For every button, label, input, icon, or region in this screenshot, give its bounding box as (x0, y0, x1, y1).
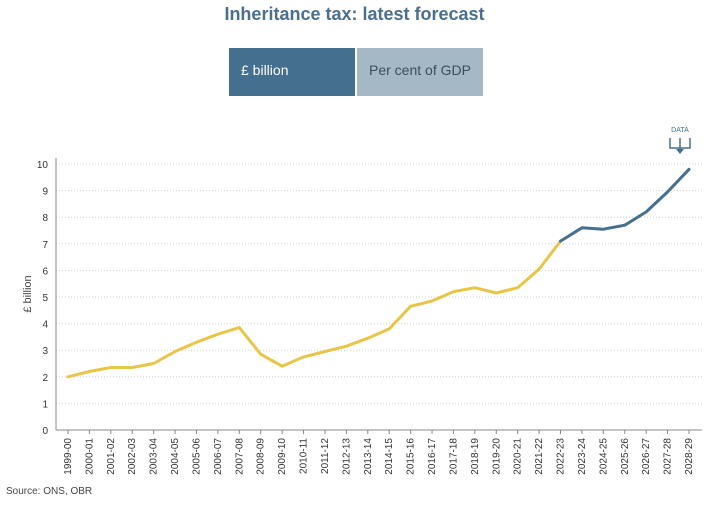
tab-billion[interactable]: £ billion (229, 48, 355, 96)
x-tick-label: 2008-09 (256, 438, 267, 475)
x-tick-labels: 1999-00 2000-01 2001-02 2002-03 2003-04 2004-… (63, 430, 695, 475)
x-tick-label: 2027-28 (663, 438, 674, 475)
y-tick-labels: 0 1 2 3 4 5 6 7 8 9 10 (37, 160, 49, 437)
x-tick-label: 2013-14 (363, 438, 374, 475)
y-tick-label: 8 (42, 213, 48, 224)
x-tick-label: 2003-04 (149, 438, 160, 475)
series-lines (66, 167, 691, 379)
x-tick-label: 2004-05 (170, 438, 181, 475)
y-tick-label: 1 (42, 399, 48, 410)
x-tick-label: 2011-12 (320, 438, 331, 474)
y-tick-label: 4 (42, 320, 48, 331)
x-tick-label: 2007-08 (234, 438, 245, 475)
x-tick-label: 2020-21 (513, 438, 524, 475)
x-tick-label: 2022-23 (556, 438, 567, 475)
source-note: Source: ONS, OBR (6, 486, 93, 497)
x-tick-label: 2002-03 (127, 438, 138, 475)
y-tick-label: 3 (42, 346, 48, 357)
x-tick-label: 2025-26 (620, 438, 631, 475)
y-tick-label: 7 (42, 240, 48, 251)
x-tick-label: 2028-29 (684, 438, 695, 475)
x-tick-label: 2019-20 (491, 438, 502, 475)
x-tick-label: 2023-24 (577, 438, 588, 475)
x-tick-label: 2006-07 (213, 438, 224, 475)
series-line-outturn (66, 239, 562, 379)
x-tick-label: 2012-13 (341, 438, 352, 475)
page-title: Inheritance tax: latest forecast (224, 4, 485, 24)
tab-per-cent-of-gdp[interactable]: Per cent of GDP (357, 48, 483, 96)
y-tick-label: 9 (42, 187, 48, 198)
x-tick-label: 2010-11 (299, 438, 310, 474)
x-tick-label: 2000-01 (84, 438, 95, 475)
y-tick-label: 0 (42, 426, 48, 437)
gridlines (56, 163, 702, 404)
y-tick-label: 10 (37, 160, 49, 171)
x-tick-label: 2017-18 (448, 438, 459, 475)
x-tick-label: 2026-27 (641, 438, 652, 475)
x-tick-label: 2009-10 (277, 438, 288, 475)
x-tick-label: 2021-22 (534, 438, 545, 475)
x-tick-label: 2014-15 (384, 438, 395, 475)
series-line-forecast (559, 167, 691, 243)
y-tick-label: 5 (42, 293, 48, 304)
download-data-button[interactable]: DATA (669, 127, 691, 154)
x-tick-label: 2024-25 (598, 438, 609, 475)
x-tick-label: 2018-19 (470, 438, 481, 475)
y-tick-label: 6 (42, 266, 48, 277)
download-data-label: DATA (671, 127, 689, 134)
x-tick-label: 2001-02 (106, 438, 117, 475)
x-tick-label: 2005-06 (191, 438, 202, 475)
download-icon (669, 138, 691, 154)
x-tick-label: 1999-00 (63, 438, 74, 475)
x-tick-label: 2016-17 (427, 438, 438, 475)
x-tick-label: 2015-16 (406, 438, 417, 475)
y-tick-label: 2 (42, 373, 48, 384)
y-axis-label: £ billion (22, 275, 34, 312)
